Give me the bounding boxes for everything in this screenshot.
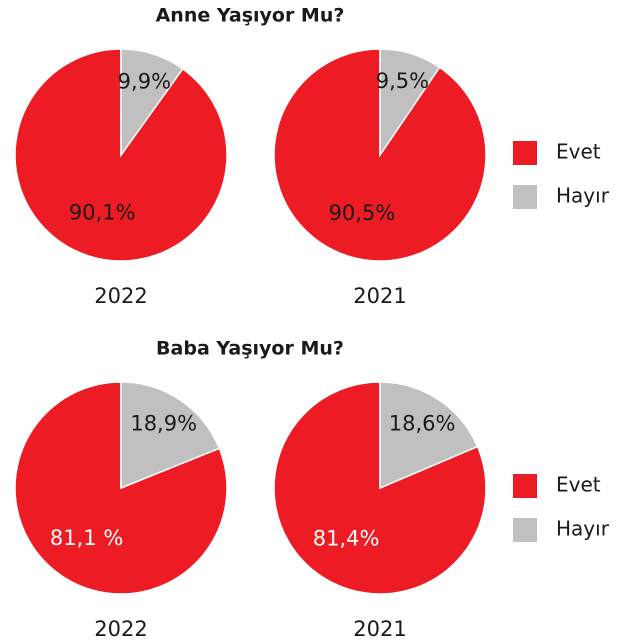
pie-slice bbox=[273, 381, 487, 595]
value-label: 18,9% bbox=[130, 412, 197, 436]
chart-title: Anne Yaşıyor Mu? bbox=[156, 5, 345, 27]
legend-label: Hayır bbox=[556, 184, 610, 208]
x-label: 2021 bbox=[353, 617, 406, 640]
x-label: 2021 bbox=[353, 284, 406, 308]
value-label: 9,9% bbox=[118, 69, 171, 93]
legend-label: Evet bbox=[556, 140, 601, 164]
legend-label: Hayır bbox=[556, 517, 610, 541]
legend-swatch bbox=[513, 141, 537, 165]
value-label: 90,5% bbox=[329, 201, 396, 225]
value-label: 18,6% bbox=[389, 411, 456, 435]
value-label: 90,1% bbox=[69, 201, 136, 225]
x-label: 2022 bbox=[94, 617, 147, 640]
pie-slice bbox=[379, 381, 479, 490]
pie-slice bbox=[379, 48, 441, 158]
chart-title: Baba Yaşıyor Mu? bbox=[156, 338, 344, 360]
legend-swatch bbox=[513, 185, 537, 209]
pie-slice bbox=[120, 48, 184, 158]
value-label: 9,5% bbox=[376, 69, 429, 93]
legend-swatch bbox=[513, 518, 537, 542]
x-label: 2022 bbox=[94, 284, 147, 308]
legend-swatch bbox=[513, 474, 537, 498]
legend-label: Evet bbox=[556, 473, 601, 497]
value-label: 81,4% bbox=[313, 526, 380, 550]
pie-slice bbox=[120, 381, 221, 490]
value-label: 81,1 % bbox=[50, 526, 123, 550]
